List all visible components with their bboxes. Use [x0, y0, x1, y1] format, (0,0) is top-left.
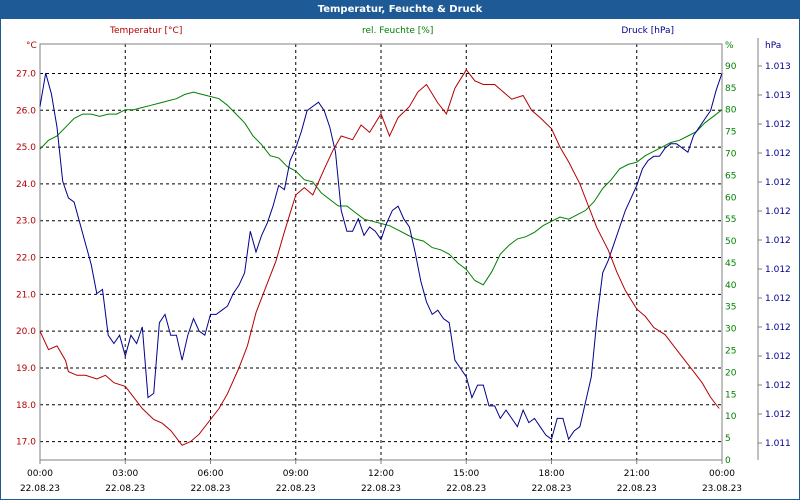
series-layer — [39, 68, 723, 446]
humidity-tick-label: 90 — [725, 62, 737, 72]
humidity-tick-label: 75 — [725, 128, 736, 138]
temperature-tick-label: 22.0 — [16, 254, 36, 264]
temperature-tick-label: 18.0 — [16, 401, 36, 411]
time-tick-label: 03:00 — [112, 469, 138, 479]
pressure-tick-label: 1.012 — [765, 207, 791, 217]
pressure-tick-label: 1.011 — [765, 439, 791, 449]
time-tick-label: 00:00 — [709, 469, 735, 479]
time-tick-label: 12:00 — [368, 469, 394, 479]
pressure-tick-label: 1.013 — [765, 91, 791, 101]
humidity-tick-label: 85 — [725, 84, 736, 94]
temperature-tick-label: 20.0 — [16, 327, 36, 337]
date-tick-label: 22.08.23 — [617, 484, 657, 494]
time-tick-label: 00:00 — [27, 469, 53, 479]
time-tick-label: 15:00 — [453, 469, 479, 479]
humidity-tick-label: 80 — [725, 106, 737, 116]
pressure-unit-label: hPa — [765, 41, 781, 51]
humidity-tick-label: 15 — [725, 390, 736, 400]
humidity-tick-label: 10 — [725, 412, 737, 422]
humidity-legend-label: rel. Feuchte [%] — [362, 26, 433, 36]
date-tick-label: 23.08.23 — [702, 484, 742, 494]
time-tick-label: 09:00 — [283, 469, 309, 479]
pressure-axis: 1.011 1.012 1.012 1.012 1.012 1.012 1.012 1.012… — [758, 62, 791, 449]
humidity-tick-label: 45 — [725, 259, 736, 269]
pressure-tick-label: 1.012 — [765, 236, 791, 246]
temperature-tick-label: 24.0 — [16, 180, 36, 190]
humidity-tick-label: 0 — [725, 456, 731, 466]
humidity-axis: 0 5 10 15 20 25 30 35 40 45 50 55 60 65 70 75 80 85 90 — [725, 62, 737, 466]
humidity-tick-label: 70 — [725, 149, 737, 159]
humidity-tick-label: 30 — [725, 325, 737, 335]
date-tick-label: 22.08.23 — [531, 484, 571, 494]
temperature-unit-label: °C — [26, 41, 37, 51]
humidity-tick-label: 60 — [725, 193, 737, 203]
temperature-tick-label: 27.0 — [16, 69, 36, 79]
temperature-axis: 17.0 18.0 19.0 20.0 21.0 22.0 23.0 24.0 25.0 26.0… — [16, 69, 36, 447]
pressure-tick-label: 1.012 — [765, 294, 791, 304]
pressure-series-line — [39, 72, 723, 441]
pressure-tick-label: 1.012 — [765, 149, 791, 159]
temperature-tick-label: 19.0 — [16, 364, 36, 374]
temperature-tick-label: 23.0 — [16, 217, 36, 227]
time-axis: 00:00 22.08.23 03:00 22.08.23 06:00 22.08.23 0… — [20, 460, 742, 494]
humidity-tick-label: 65 — [725, 171, 736, 181]
time-tick-label: 06:00 — [198, 469, 224, 479]
humidity-tick-label: 55 — [725, 215, 736, 225]
pressure-legend-label: Druck [hPa] — [621, 26, 674, 36]
humidity-tick-label: 50 — [725, 237, 737, 247]
humidity-tick-label: 35 — [725, 303, 736, 313]
pressure-tick-label: 1.012 — [765, 323, 791, 333]
date-tick-label: 22.08.23 — [361, 484, 401, 494]
date-tick-label: 22.08.23 — [20, 484, 60, 494]
humidity-tick-label: 5 — [725, 434, 731, 444]
temperature-tick-label: 17.0 — [16, 438, 36, 448]
pressure-tick-label: 1.012 — [765, 381, 791, 391]
pressure-tick-label: 1.012 — [765, 352, 791, 362]
pressure-tick-label: 1.013 — [765, 62, 791, 72]
date-tick-label: 22.08.23 — [190, 484, 230, 494]
time-tick-label: 21:00 — [624, 469, 650, 479]
temperature-tick-label: 25.0 — [16, 143, 36, 153]
humidity-tick-label: 40 — [725, 281, 737, 291]
humidity-series-line — [39, 91, 723, 286]
humidity-tick-label: 20 — [725, 368, 737, 378]
pressure-tick-label: 1.012 — [765, 265, 791, 275]
pressure-tick-label: 1.012 — [765, 120, 791, 130]
pressure-tick-label: 1.012 — [765, 410, 791, 420]
temperature-tick-label: 21.0 — [16, 290, 36, 300]
date-tick-label: 22.08.23 — [276, 484, 316, 494]
temperature-tick-label: 26.0 — [16, 106, 36, 116]
date-tick-label: 22.08.23 — [446, 484, 486, 494]
temperature-series-line — [39, 68, 720, 446]
humidity-tick-label: 25 — [725, 347, 736, 357]
temperature-legend-label: Temperatur [°C] — [109, 26, 182, 36]
date-tick-label: 22.08.23 — [105, 484, 145, 494]
time-tick-label: 18:00 — [539, 469, 565, 479]
humidity-unit-label: % — [725, 41, 734, 51]
pressure-tick-label: 1.012 — [765, 178, 791, 188]
window-title: Temperatur, Feuchte & Druck — [1, 1, 799, 19]
